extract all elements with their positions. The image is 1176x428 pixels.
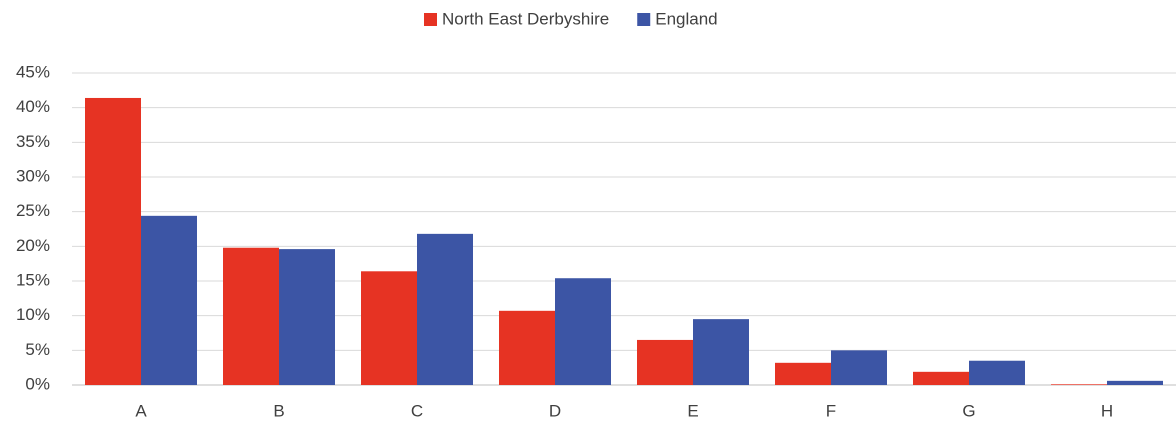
bar (693, 319, 749, 385)
y-tick-label: 0% (25, 374, 50, 393)
x-tick-label: H (1101, 401, 1113, 420)
y-tick-label: 5% (25, 340, 50, 359)
legend-label: North East Derbyshire (442, 9, 609, 28)
bar (637, 339, 693, 385)
bar (1051, 384, 1107, 385)
y-tick-label: 25% (16, 201, 50, 220)
bar (417, 233, 473, 385)
bar (831, 350, 887, 385)
bar (141, 215, 197, 385)
bar (775, 362, 831, 385)
y-tick-label: 35% (16, 132, 50, 151)
legend-swatch (424, 13, 437, 26)
x-tick-label: C (411, 401, 423, 420)
bar (279, 249, 335, 385)
x-tick-label: D (549, 401, 561, 420)
y-tick-label: 10% (16, 305, 50, 324)
y-tick-label: 20% (16, 236, 50, 255)
bar (499, 310, 555, 385)
x-tick-label: A (135, 401, 147, 420)
bar (969, 360, 1025, 385)
bar (1107, 380, 1163, 385)
bar (223, 247, 279, 385)
x-tick-label: B (273, 401, 284, 420)
x-tick-label: E (687, 401, 698, 420)
y-tick-label: 15% (16, 270, 50, 289)
legend-swatch (637, 13, 651, 26)
bar (555, 278, 611, 385)
bar (913, 371, 969, 385)
x-tick-label: F (826, 401, 836, 420)
x-tick-label: G (962, 401, 975, 420)
legend-label: England (655, 9, 717, 28)
y-tick-label: 30% (16, 166, 50, 185)
y-tick-label: 45% (16, 62, 50, 81)
bar (85, 97, 141, 386)
bar (361, 271, 417, 385)
y-tick-label: 40% (16, 97, 50, 116)
